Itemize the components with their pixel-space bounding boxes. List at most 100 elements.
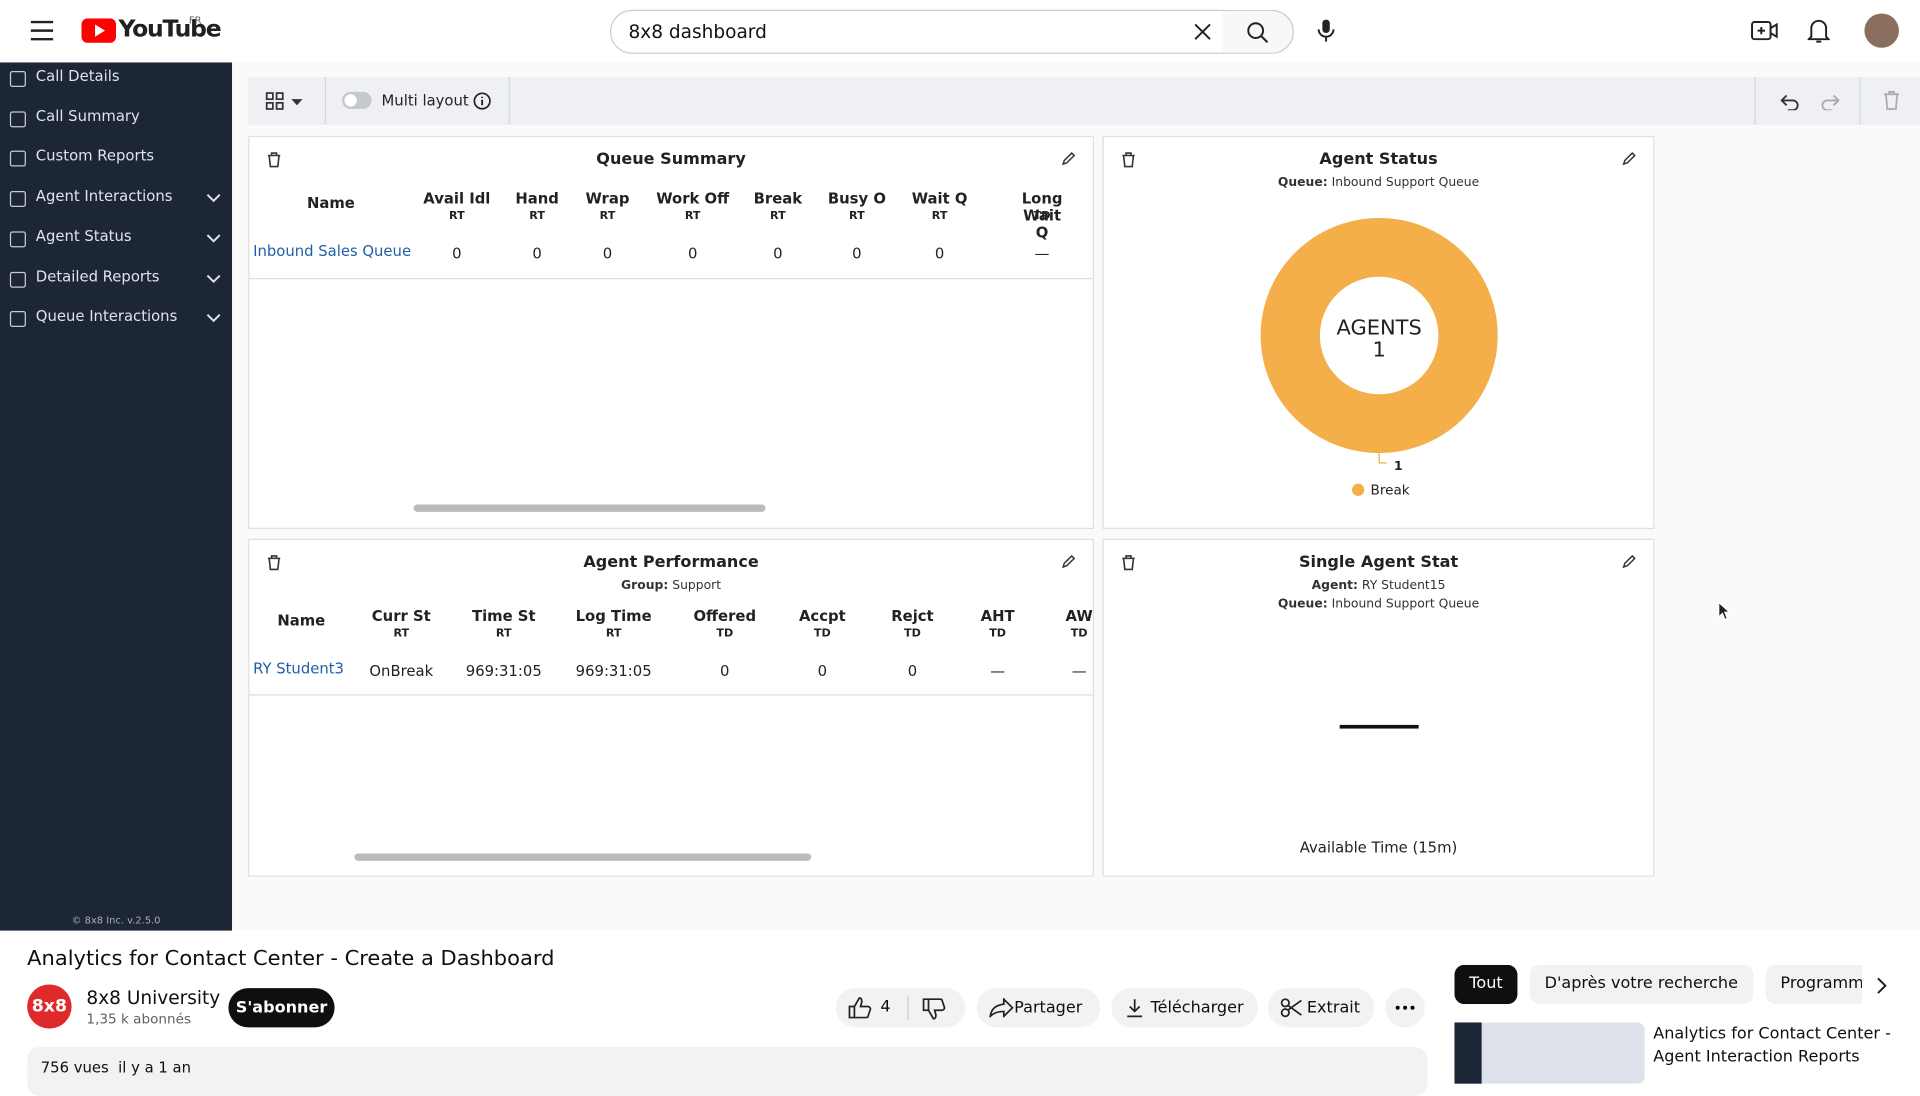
recommended-title[interactable]: Analytics for Contact Center - Agent Int…: [1653, 1024, 1891, 1067]
table-cell: 0: [852, 244, 862, 263]
delete-widget-icon[interactable]: [1121, 555, 1136, 571]
widget-title: Queue Summary: [596, 150, 746, 169]
filter-chip[interactable]: D'après votre recherche: [1529, 964, 1753, 1005]
clip-button[interactable]: Extrait: [1268, 988, 1375, 1028]
bell-icon[interactable]: [1807, 17, 1830, 44]
layout-icon[interactable]: [265, 92, 307, 112]
scrollbar[interactable]: [354, 853, 812, 861]
filter-label: Group:: [621, 579, 669, 593]
column-header: Wait Q: [911, 189, 968, 207]
channel-name[interactable]: 8x8 University: [86, 986, 221, 1009]
scrollbar[interactable]: [413, 504, 766, 512]
search-query[interactable]: 8x8 dashboard: [628, 20, 767, 43]
logo-icon[interactable]: [81, 18, 117, 43]
sidebar-item[interactable]: Detailed Reports: [35, 267, 160, 285]
edit-widget-icon[interactable]: [1061, 152, 1076, 167]
dislike-icon[interactable]: [922, 998, 947, 1020]
column-subheader: RT: [605, 628, 622, 641]
row-name[interactable]: RY Student3: [253, 660, 344, 678]
delete-all-icon[interactable]: [1883, 90, 1900, 111]
column-subheader: RT: [449, 210, 465, 223]
table-cell: 969:31:05: [465, 662, 542, 680]
mic-icon[interactable]: [1316, 18, 1336, 42]
row-name[interactable]: Inbound Sales Queue: [253, 242, 412, 260]
column-subheader: RT: [684, 210, 701, 223]
column-subheader: RT: [495, 628, 512, 641]
table-cell: 0: [817, 662, 828, 680]
agent-performance-widget: Agent Performance Group: Support Name Cur…: [248, 538, 1094, 877]
expand-chevron[interactable]: [206, 314, 221, 324]
edit-widget-icon[interactable]: [1621, 152, 1636, 167]
sidebar-item[interactable]: Call Summary: [35, 107, 140, 125]
legend-label: Break: [1371, 483, 1410, 499]
chip-next[interactable]: [1876, 977, 1888, 994]
column-header: Rejct: [891, 607, 934, 625]
download-label: Télécharger: [1150, 998, 1244, 1017]
sidebar-item[interactable]: Agent Interactions: [35, 187, 173, 205]
undo-icon[interactable]: [1780, 93, 1800, 111]
sidebar-item[interactable]: Call Details: [35, 67, 120, 85]
slice-value-label: 1: [1394, 459, 1403, 473]
sidebar-item[interactable]: Agent Status: [35, 227, 132, 245]
expand-chevron[interactable]: [206, 194, 221, 204]
table-cell: —: [1034, 244, 1050, 263]
multi-layout-label: Multi layout: [381, 91, 469, 109]
share-button[interactable]: Partager: [976, 988, 1101, 1028]
filter-value: RY Student15: [1361, 579, 1446, 593]
row-divider: [249, 277, 1093, 280]
logo-text[interactable]: YouTube: [118, 15, 222, 43]
expand-chevron[interactable]: [206, 234, 221, 244]
menu-icon[interactable]: [30, 20, 55, 42]
sidebar-item[interactable]: Custom Reports: [35, 147, 155, 165]
column-header: Offered: [693, 607, 757, 625]
search-box[interactable]: 8x8 dashboard: [609, 9, 1225, 54]
pencil: [1061, 152, 1076, 166]
column-subheader: RT: [931, 210, 948, 223]
region: FR: [188, 14, 202, 26]
like-count[interactable]: 4: [880, 997, 891, 1017]
more-button[interactable]: [1385, 988, 1425, 1028]
clear-icon[interactable]: [1194, 23, 1211, 40]
delete-widget-icon[interactable]: [267, 152, 282, 168]
toggle[interactable]: [342, 91, 372, 109]
column-subheader: TD: [1033, 210, 1051, 223]
like-icon[interactable]: [848, 997, 873, 1019]
trash: [1122, 555, 1135, 571]
column-header: Name: [277, 612, 326, 630]
description-box[interactable]: 756 vues il y a 1 an: [27, 1046, 1428, 1096]
column-subheader: RT: [849, 210, 865, 223]
trash: [267, 152, 281, 168]
trash: [267, 555, 281, 571]
filter-value: Inbound Support Queue: [1331, 597, 1480, 612]
avatar[interactable]: [1864, 13, 1899, 48]
info-icon[interactable]: [473, 92, 492, 110]
edit-widget-icon[interactable]: [1621, 554, 1636, 570]
edit-widget-icon[interactable]: [1061, 554, 1076, 570]
sidebar-icon: [9, 111, 26, 127]
queue-filter: Queue: Inbound Support Queue: [1104, 598, 1653, 611]
chevron: [206, 234, 221, 243]
table-cell: 0: [532, 244, 542, 263]
column-header: Avail Idl: [423, 189, 491, 207]
download-button[interactable]: Télécharger: [1111, 988, 1259, 1028]
delete-widget-icon[interactable]: [1121, 152, 1136, 168]
filter-chip[interactable]: Programme in: [1765, 964, 1862, 1005]
create-icon[interactable]: [1751, 21, 1778, 41]
recommended-thumbnail[interactable]: [1454, 1022, 1645, 1084]
divider: [1754, 77, 1756, 125]
column-header: Wrap: [585, 189, 630, 207]
expand-chevron[interactable]: [206, 274, 221, 284]
divider: [324, 77, 326, 125]
redo-icon[interactable]: [1820, 93, 1840, 111]
subscribe-button[interactable]: S'abonner: [228, 988, 335, 1028]
delete-widget-icon[interactable]: [267, 555, 282, 571]
channel-avatar[interactable]: 8x8: [27, 984, 72, 1029]
table-cell: 0: [720, 662, 730, 680]
sidebar-item[interactable]: Queue Interactions: [35, 307, 178, 325]
table-cell: —: [1071, 662, 1087, 680]
search-button[interactable]: [1222, 9, 1294, 54]
column-header: Break: [753, 189, 803, 207]
filter-chip[interactable]: Tout: [1454, 964, 1518, 1005]
stat-metric: Available Time (15m): [1299, 838, 1458, 856]
